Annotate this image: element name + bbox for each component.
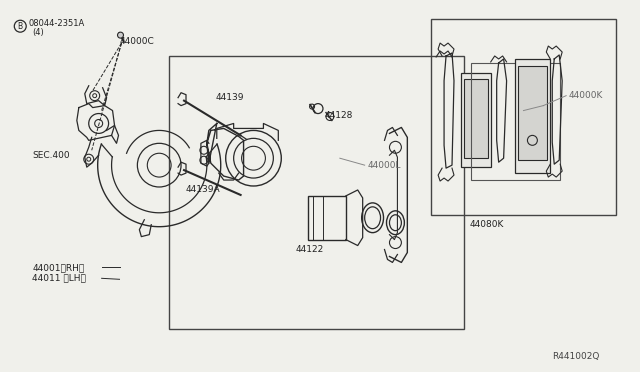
Text: 44000L: 44000L — [367, 161, 401, 170]
Text: (4): (4) — [32, 28, 44, 37]
Circle shape — [118, 32, 124, 38]
Text: 08044-2351A: 08044-2351A — [28, 19, 84, 28]
Bar — [461, 73, 491, 167]
Bar — [464, 79, 488, 158]
Bar — [431, 19, 616, 215]
Text: R441002Q: R441002Q — [552, 352, 600, 361]
Text: SEC.400: SEC.400 — [32, 151, 70, 160]
Text: 44000K: 44000K — [568, 91, 602, 100]
Bar — [471, 63, 560, 180]
Text: 44000C: 44000C — [120, 36, 154, 46]
Text: B: B — [18, 22, 23, 31]
Text: 44080K: 44080K — [470, 220, 504, 229]
Text: 44011 〈LH〉: 44011 〈LH〉 — [32, 274, 86, 283]
Text: 44122: 44122 — [295, 245, 323, 254]
Bar — [515, 59, 550, 173]
Text: 44128: 44128 — [325, 111, 353, 120]
Bar — [518, 66, 547, 160]
Text: 44139A: 44139A — [186, 186, 221, 195]
Bar — [308, 196, 346, 240]
Text: 44139: 44139 — [216, 93, 244, 102]
Text: 44001〈RH〉: 44001〈RH〉 — [32, 263, 84, 272]
Bar — [169, 56, 464, 329]
